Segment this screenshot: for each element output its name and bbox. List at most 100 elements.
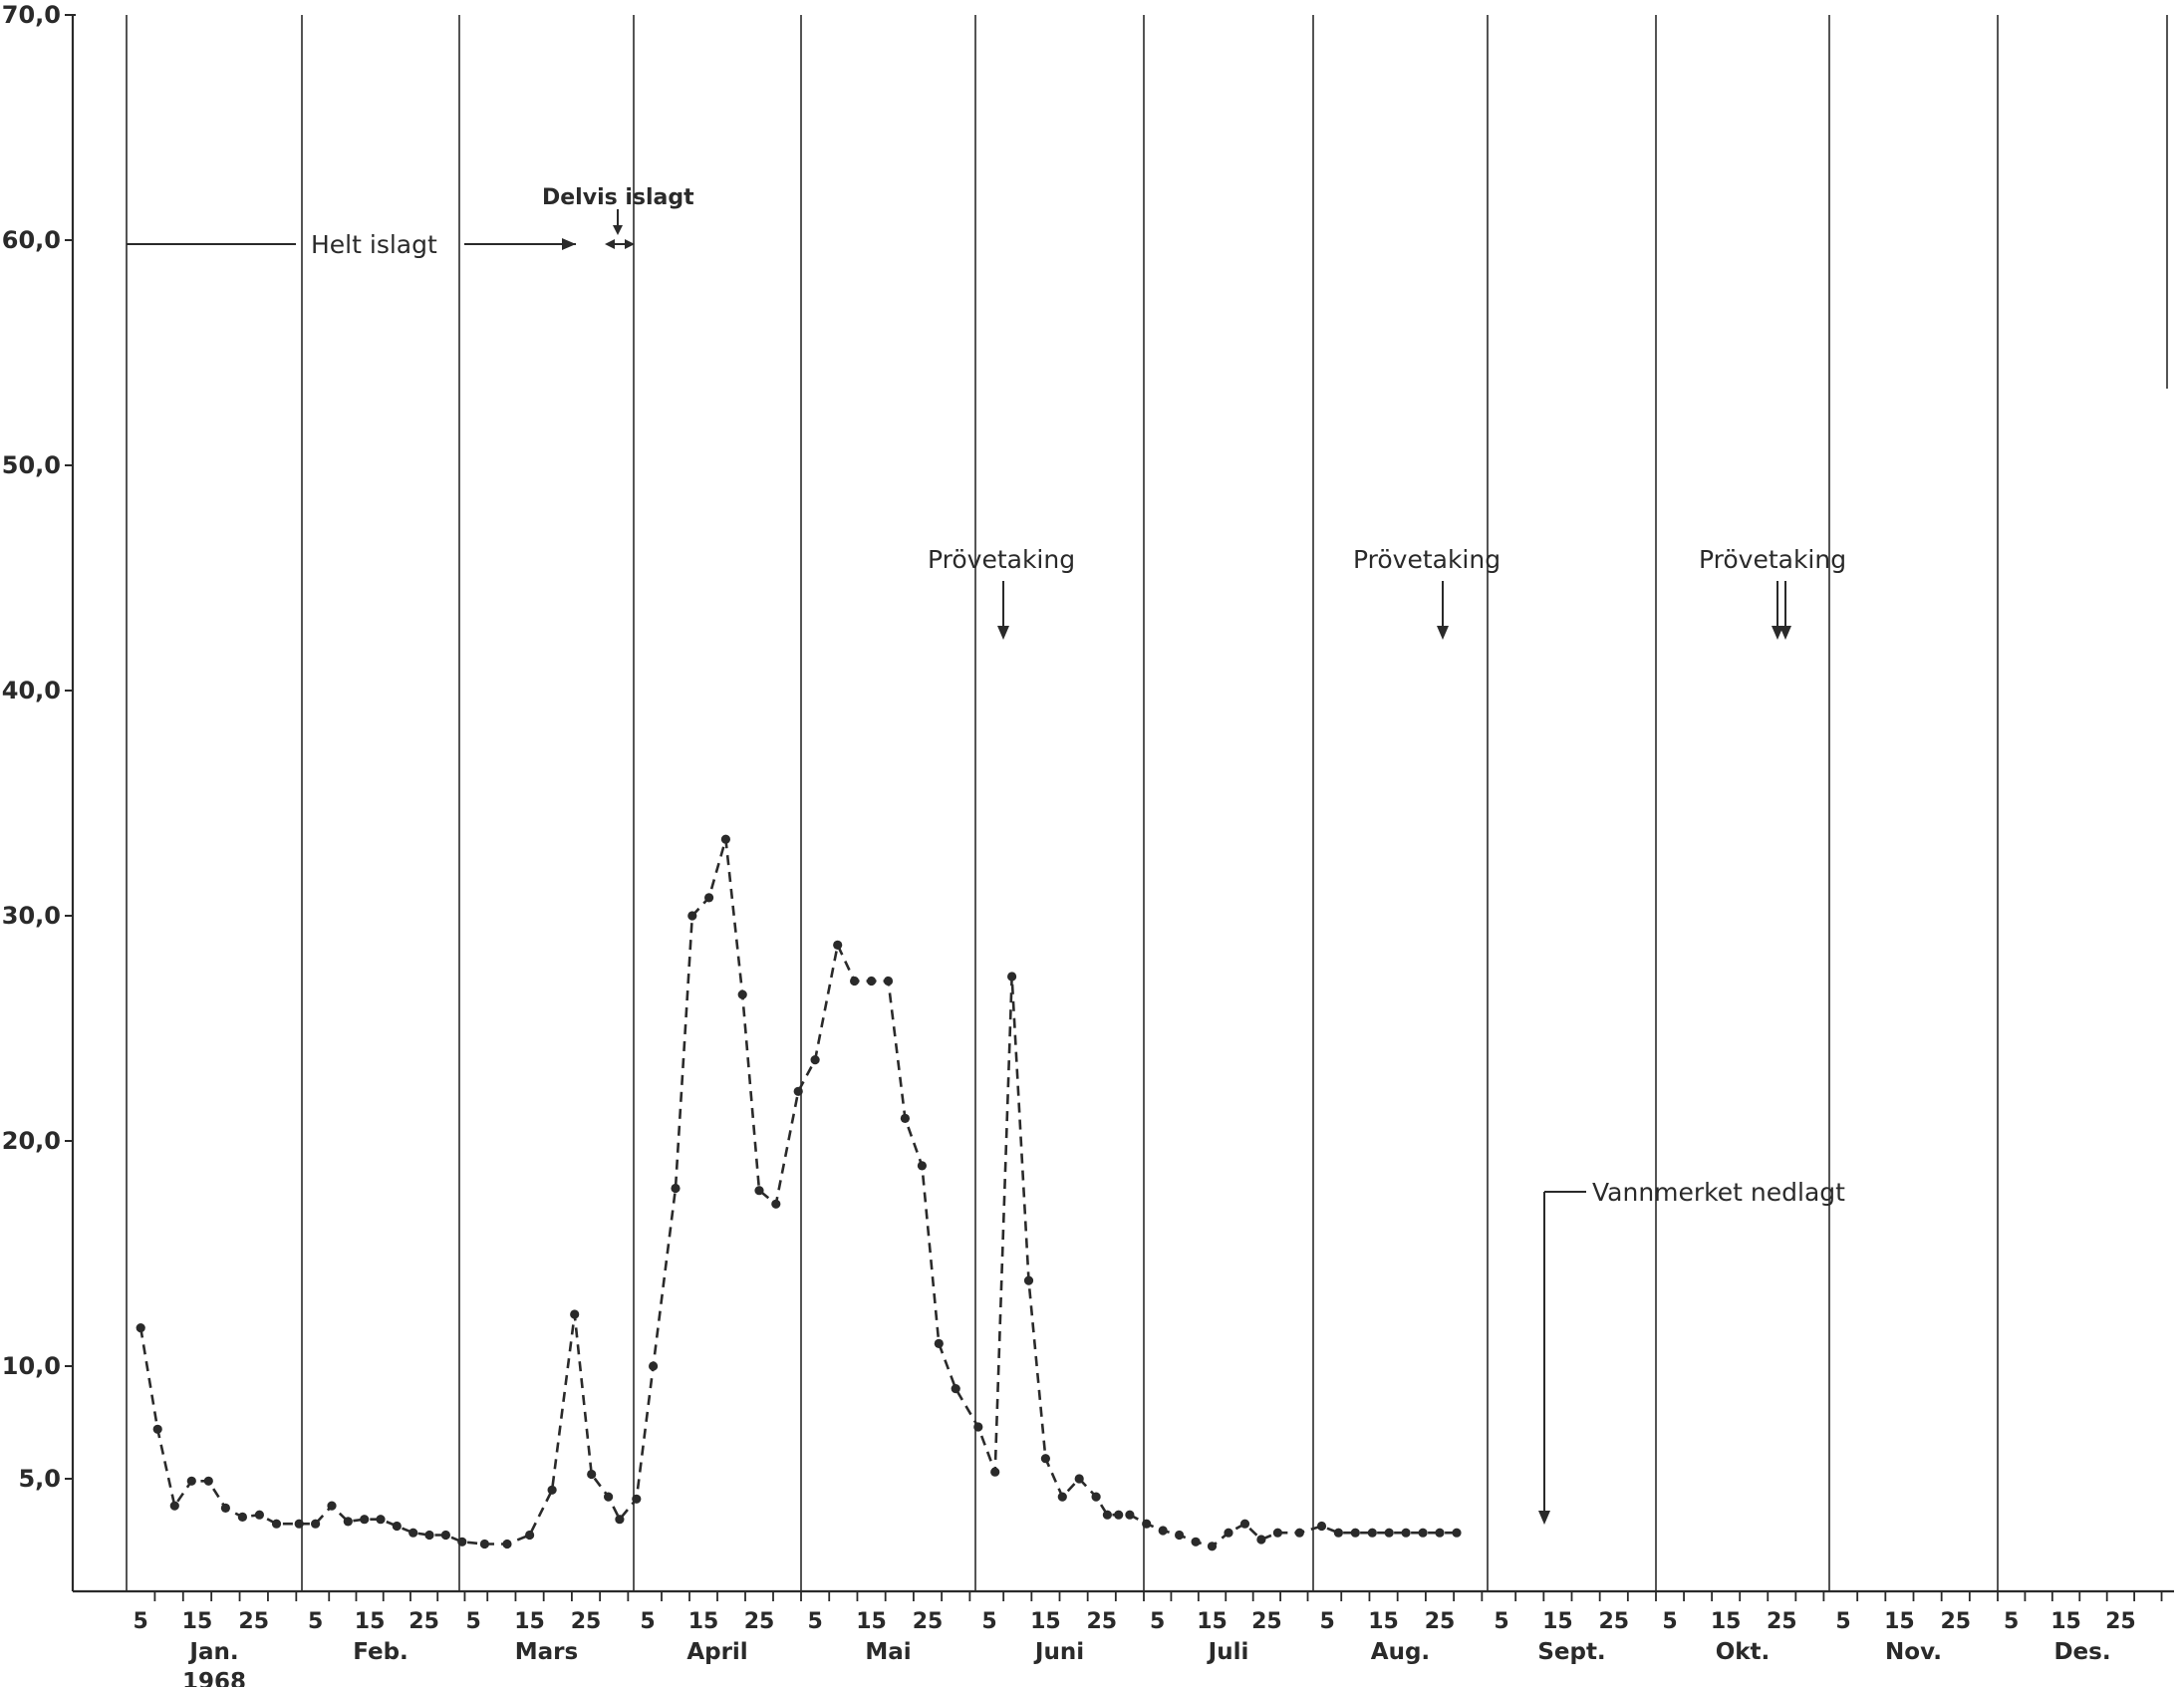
data-point (1239, 1519, 1250, 1529)
data-point (1142, 1519, 1152, 1529)
series-line (138, 838, 1457, 1548)
data-point (376, 1515, 386, 1525)
data-point (771, 1199, 781, 1209)
month-label: Okt. (1716, 1639, 1771, 1665)
data-point (1125, 1510, 1135, 1520)
x-tick-label: 25 (1767, 1609, 1797, 1634)
month-label: Juni (1033, 1639, 1084, 1665)
data-point (360, 1515, 370, 1525)
data-point (502, 1539, 512, 1549)
data-point (833, 940, 843, 951)
sampling-label-3: Prövetaking (1699, 545, 1846, 574)
data-point (440, 1530, 450, 1541)
x-tick-label: 15 (355, 1609, 386, 1634)
y-tick-labels: 70,0 60,0 50,0 40,0 30,0 20,0 10,0 5,0 (2, 1, 73, 1493)
x-tick-label: 15 (688, 1609, 719, 1634)
x-tick-label: 25 (2105, 1609, 2136, 1634)
x-tick-label: 15 (856, 1609, 887, 1634)
data-point (343, 1517, 353, 1527)
data-point (525, 1530, 535, 1541)
data-point (220, 1503, 230, 1513)
data-point (1207, 1542, 1218, 1551)
x-tick-label: 25 (238, 1609, 269, 1634)
x-tick-label: 5 (1835, 1609, 1850, 1634)
data-point (917, 1161, 928, 1171)
x-tick-label: 25 (571, 1609, 602, 1634)
data-point (457, 1537, 467, 1546)
data-point (867, 976, 877, 986)
sampling-arrowhead-2 (1437, 626, 1449, 640)
month-label: Aug. (1371, 1639, 1430, 1665)
month-label: Des. (2053, 1639, 2110, 1665)
data-point (615, 1515, 625, 1525)
x-tick-label: 25 (1086, 1609, 1117, 1634)
data-point (327, 1501, 337, 1511)
data-point (632, 1494, 642, 1504)
sampling-annotation-1: Prövetaking (928, 545, 1075, 640)
sampling-annotation-2: Prövetaking (1353, 545, 1501, 640)
data-point (570, 1309, 580, 1319)
data-point (1191, 1537, 1201, 1546)
x-tick-label: 5 (1150, 1609, 1165, 1634)
y-tick-label: 10,0 (2, 1352, 61, 1380)
data-point (1316, 1521, 1327, 1532)
x-tick-label: 25 (409, 1609, 439, 1634)
data-point (1057, 1492, 1067, 1502)
y-tick-label: 70,0 (2, 1, 61, 29)
data-point (152, 1424, 162, 1434)
x-tick-label: 15 (182, 1609, 213, 1634)
x-tick-label: 15 (1030, 1609, 1061, 1634)
x-tick-label: 5 (807, 1609, 822, 1634)
sampling-arrowhead-3a (1772, 626, 1783, 640)
x-tick-label: 5 (1494, 1609, 1508, 1634)
sampling-annotation-3: Prövetaking (1699, 545, 1846, 640)
data-point (900, 1113, 911, 1123)
month-label: Feb. (353, 1639, 409, 1665)
x-tick-label: 5 (2004, 1609, 2019, 1634)
data-point (1158, 1526, 1168, 1536)
x-tick-label: 5 (465, 1609, 480, 1634)
ice-full-arrowhead (562, 238, 576, 250)
data-point (1102, 1510, 1112, 1520)
ice-partial-range-left-head (605, 239, 615, 249)
year-label: 1968 (182, 1669, 246, 1687)
data-point (973, 1422, 983, 1432)
data-point (604, 1492, 614, 1502)
annotations: Helt islagt Delvis islagt Prövetaking Pr… (127, 185, 1846, 1525)
x-tick-label: 5 (981, 1609, 996, 1634)
data-point (810, 1055, 820, 1065)
data-point (649, 1361, 659, 1371)
data-point (1091, 1492, 1101, 1502)
x-tick-label: 25 (1598, 1609, 1629, 1634)
data-point (1452, 1528, 1462, 1538)
sampling-label-2: Prövetaking (1353, 545, 1501, 574)
data-point (704, 893, 714, 903)
data-point (1040, 1454, 1050, 1464)
data-point (1074, 1474, 1084, 1484)
data-point (934, 1338, 944, 1348)
x-tick-label: 25 (913, 1609, 944, 1634)
data-point (951, 1384, 960, 1394)
data-point (271, 1519, 282, 1529)
data-point (254, 1510, 264, 1520)
data-point (1007, 972, 1017, 982)
month-label: Nov. (1885, 1639, 1942, 1665)
data-point (409, 1528, 418, 1538)
data-point (1367, 1528, 1377, 1538)
data-point (479, 1539, 489, 1549)
data-point (547, 1485, 557, 1495)
y-tick-label: 5,0 (18, 1465, 61, 1493)
data-point (1401, 1528, 1411, 1538)
x-tick-label: 25 (1425, 1609, 1456, 1634)
data-point (424, 1530, 434, 1541)
data-point (1272, 1528, 1282, 1538)
data-point (1435, 1528, 1445, 1538)
x-tick-label: 5 (134, 1609, 148, 1634)
x-tick-label: 5 (1319, 1609, 1334, 1634)
month-label: Mars (515, 1639, 578, 1665)
gauge-closed-annotation: Vannmerket nedlagt (1538, 1178, 1845, 1525)
ice-partial-pointer-head (613, 225, 623, 235)
month-labels: Jan. Feb. Mars April Mai Juni Juli Aug. Sept. Okt… (187, 1639, 2110, 1665)
y-tick-label: 50,0 (2, 451, 61, 479)
gauge-closed-arrowhead (1538, 1511, 1550, 1525)
